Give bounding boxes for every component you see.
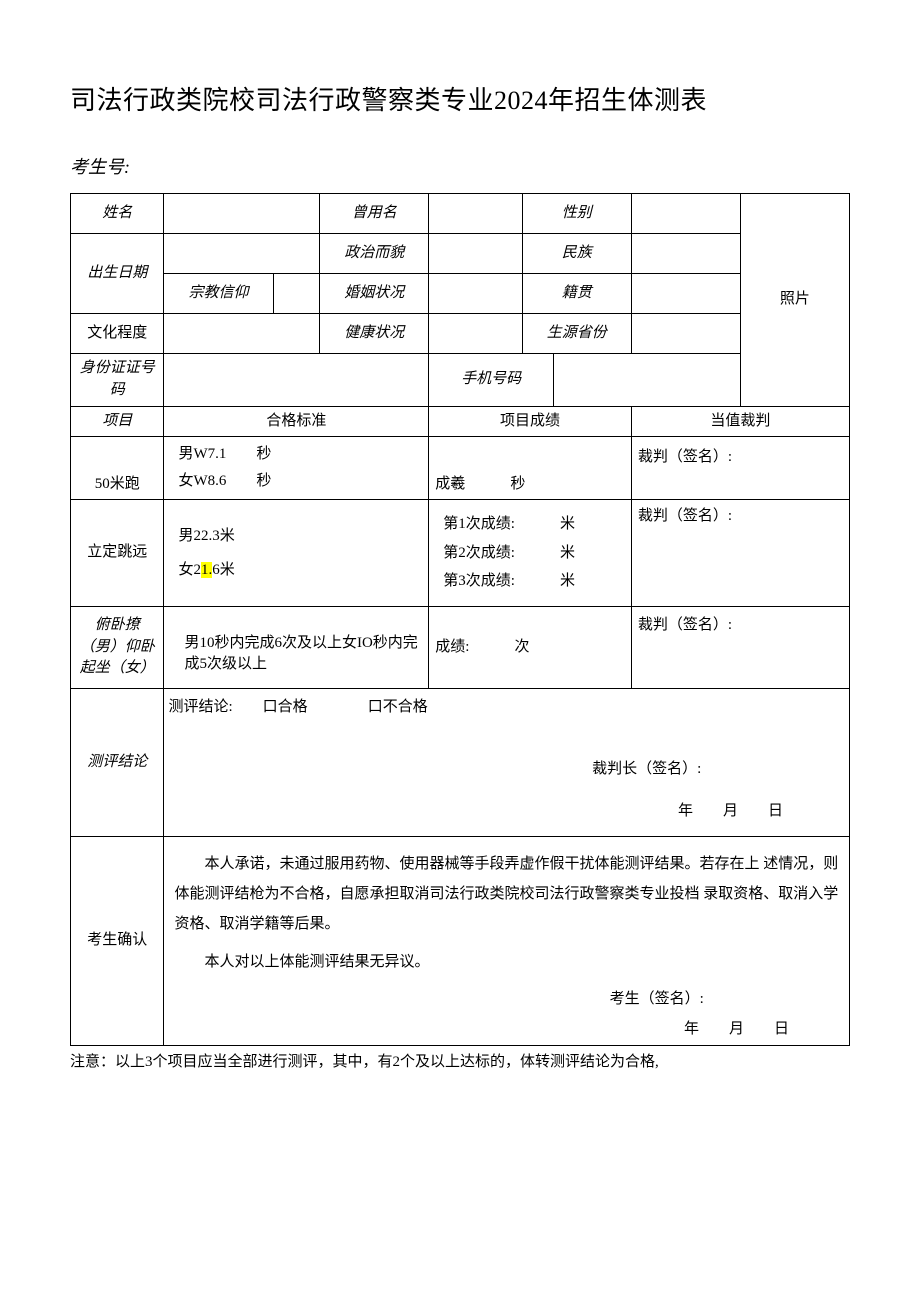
- field-dob[interactable]: [164, 234, 320, 274]
- std-50m: 男W7.1 秒 女W8.6 秒: [164, 437, 429, 500]
- field-idnum[interactable]: [164, 354, 429, 407]
- jump-u3: 米: [560, 573, 575, 589]
- label-religion: 宗教信仰: [188, 285, 248, 301]
- std-50m-female-unit: 秒: [256, 473, 271, 489]
- jump-u2: 米: [560, 545, 575, 561]
- confirm-date[interactable]: 年 月 日: [174, 1019, 839, 1041]
- confirm-p2: 本人对以上体能测评结果无异议。: [170, 947, 843, 981]
- label-politics: 政治而貌: [320, 234, 429, 274]
- jump-u1: 米: [560, 516, 575, 532]
- label-phone: 手机号码: [429, 354, 554, 407]
- jump-s2: 第2次成绩:: [443, 545, 515, 561]
- conclusion-line: 测评结论: 口合格 口不合格: [164, 689, 850, 727]
- field-religion[interactable]: [273, 274, 320, 314]
- label-dob: 出生日期: [87, 265, 147, 281]
- header-standard: 合格标准: [164, 406, 429, 437]
- confirm-p1: 本人承诺，未通过服用药物、使用器械等手段弄虚作假干扰体能测评结果。若存在上 述情…: [170, 841, 843, 947]
- exam-id-label: 考生号:: [70, 153, 850, 179]
- judge-pushup[interactable]: 裁判（签名）:: [631, 606, 849, 688]
- conclusion-pass[interactable]: 口合格: [263, 699, 308, 715]
- chief-judge-sign[interactable]: 裁判长（签名）:: [170, 759, 843, 781]
- label-former-name: 曾用名: [320, 194, 429, 234]
- judge-50m[interactable]: 裁判（签名）:: [631, 437, 849, 500]
- candidate-sign[interactable]: 考生（签名）:: [174, 989, 839, 1011]
- label-native: 籍贯: [522, 274, 631, 314]
- jump-s3: 第3次成绩:: [443, 573, 515, 589]
- pushup-score-unit: 次: [514, 639, 529, 655]
- item-50m: 50米跑: [71, 437, 164, 500]
- field-source[interactable]: [631, 314, 740, 354]
- label-edu: 文化程度: [71, 314, 164, 354]
- std-jump-female-post: 6米: [212, 562, 235, 578]
- std-jump: 男22.3米 女21.6米: [164, 500, 429, 607]
- conclusion-fail[interactable]: 口不合格: [368, 699, 428, 715]
- std-jump-male: 男22.3米: [178, 528, 234, 544]
- field-phone[interactable]: [553, 354, 740, 407]
- std-jump-female-hl: 1.: [201, 562, 212, 578]
- conclusion-text: 测评结论:: [168, 699, 232, 715]
- std-50m-female: 女W8.6: [178, 473, 226, 489]
- label-source: 生源省份: [522, 314, 631, 354]
- conclusion-date[interactable]: 年 月 日: [170, 801, 843, 823]
- label-marriage: 婚姻状况: [320, 274, 429, 314]
- label-health: 健康状况: [320, 314, 429, 354]
- form-table: 姓名 曾用名 性别 照片 出生日期 政治而貌 民族 宗教信仰 婚姻状况 籍贯: [70, 193, 850, 1046]
- score-pushup-cell[interactable]: 成绩: 次: [429, 606, 632, 688]
- item-pushup: 俯卧撩（男）仰卧起坐（女）: [71, 606, 164, 688]
- item-jump: 立定跳远: [71, 500, 164, 607]
- field-politics[interactable]: [429, 234, 522, 274]
- field-former-name[interactable]: [429, 194, 522, 234]
- score-50m-cell[interactable]: 成羲 秒: [429, 437, 632, 500]
- footer-note: 注意：以上3个项目应当全部进行测评，其中，有2个及以上达标的，体转测评结论为合格…: [70, 1050, 850, 1071]
- std-jump-female-pre: 女2: [178, 562, 201, 578]
- jump-s1: 第1次成绩:: [443, 516, 515, 532]
- label-conclusion: 测评结论: [71, 689, 164, 837]
- field-marriage[interactable]: [429, 274, 522, 314]
- label-name: 姓名: [71, 194, 164, 234]
- std-pushup: 男10秒内完成6次及以上女IO秒内完成5次级以上: [164, 606, 429, 688]
- score-50m-unit: 秒: [510, 476, 525, 492]
- label-nation: 民族: [522, 234, 631, 274]
- std-50m-male-unit: 秒: [256, 446, 271, 462]
- field-native[interactable]: [631, 274, 740, 314]
- field-edu[interactable]: [164, 314, 320, 354]
- header-item: 项目: [71, 406, 164, 437]
- header-score: 项目成绩: [429, 406, 632, 437]
- score-jump-cell[interactable]: 第1次成绩: 米 第2次成绩: 米 第3次成绩: 米: [429, 500, 632, 607]
- header-judge: 当值裁判: [631, 406, 849, 437]
- page-title: 司法行政类院校司法行政警察类专业2024年招生体测表: [70, 80, 850, 117]
- label-idnum: 身份证证号码: [71, 354, 164, 407]
- pushup-score-label: 成绩:: [435, 639, 469, 655]
- photo-cell[interactable]: 照片: [740, 194, 849, 407]
- field-health[interactable]: [429, 314, 522, 354]
- field-name[interactable]: [164, 194, 320, 234]
- score-50m-label: 成羲: [435, 476, 465, 492]
- field-nation[interactable]: [631, 234, 740, 274]
- label-gender: 性别: [522, 194, 631, 234]
- label-confirm: 考生确认: [71, 837, 164, 1046]
- std-50m-male: 男W7.1: [178, 446, 226, 462]
- field-gender[interactable]: [631, 194, 740, 234]
- judge-jump[interactable]: 裁判（签名）:: [631, 500, 849, 607]
